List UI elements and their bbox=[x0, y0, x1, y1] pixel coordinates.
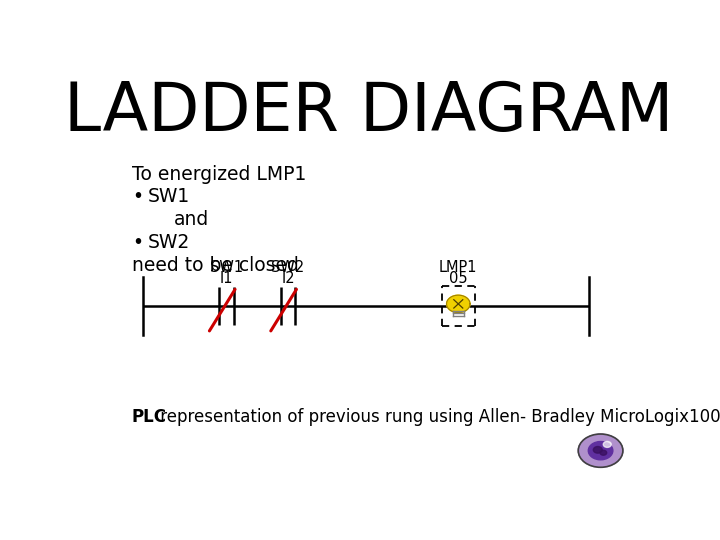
Circle shape bbox=[600, 450, 607, 455]
Circle shape bbox=[582, 436, 619, 465]
Text: SW1: SW1 bbox=[148, 187, 190, 206]
Text: LMP1: LMP1 bbox=[439, 260, 477, 275]
Text: and: and bbox=[174, 210, 209, 230]
Text: 05: 05 bbox=[449, 271, 467, 286]
Text: representation of previous rung using Allen- Bradley MicroLogix1000: representation of previous rung using Al… bbox=[156, 408, 720, 426]
Polygon shape bbox=[446, 295, 470, 313]
Text: PLC: PLC bbox=[132, 408, 167, 426]
Text: SW2: SW2 bbox=[271, 260, 305, 275]
Text: SW2: SW2 bbox=[148, 233, 190, 252]
Circle shape bbox=[603, 441, 611, 448]
Text: need to be closed: need to be closed bbox=[132, 256, 299, 275]
Text: To energized LMP1: To energized LMP1 bbox=[132, 165, 306, 184]
Text: I1: I1 bbox=[220, 271, 233, 286]
Circle shape bbox=[588, 442, 613, 460]
Text: LADDER DIAGRAM: LADDER DIAGRAM bbox=[64, 79, 674, 145]
Text: SW1: SW1 bbox=[210, 260, 243, 275]
Circle shape bbox=[578, 434, 623, 467]
Circle shape bbox=[593, 447, 602, 453]
Text: •: • bbox=[132, 187, 143, 206]
Text: I2: I2 bbox=[282, 271, 295, 286]
Text: •: • bbox=[132, 233, 143, 252]
